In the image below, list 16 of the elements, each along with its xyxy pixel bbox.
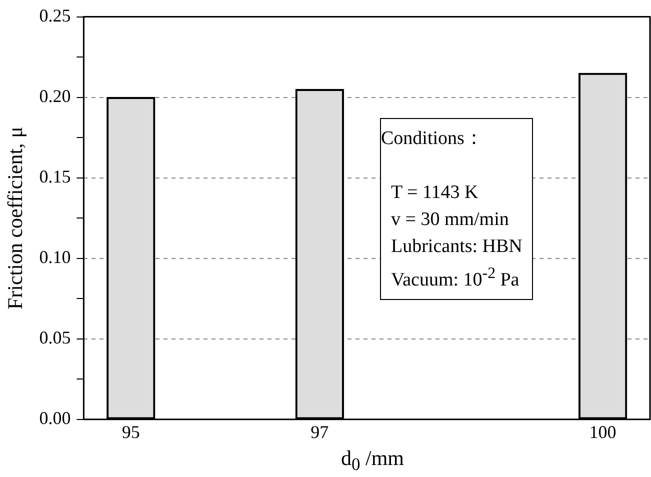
y-axis-title: Friction coefficient, μ: [3, 126, 28, 310]
y-tick-label: 0.25: [39, 6, 71, 26]
y-tick-label: 0.15: [39, 166, 71, 187]
annotation: Lubricants: HBN: [391, 235, 522, 259]
y-tick-label: 0.20: [39, 86, 71, 106]
x-tick-label: 100: [589, 422, 616, 442]
y-tick-label: 0.10: [39, 247, 71, 268]
annotation: Conditions：: [381, 127, 484, 151]
y-tick-label: 0.00: [39, 408, 71, 428]
annotation: v = 30 mm/min: [391, 208, 510, 232]
annotation: Vacuum: 10$^{-2}$ Pa: [391, 264, 520, 292]
x-axis-title: d$_{0}$ /mm: [340, 446, 405, 476]
annotation: T = 1143 K: [391, 181, 480, 205]
x-tick-label: 95: [122, 422, 140, 442]
x-tick-label: 97: [310, 422, 329, 442]
y-tick-label: 0.05: [39, 328, 71, 348]
